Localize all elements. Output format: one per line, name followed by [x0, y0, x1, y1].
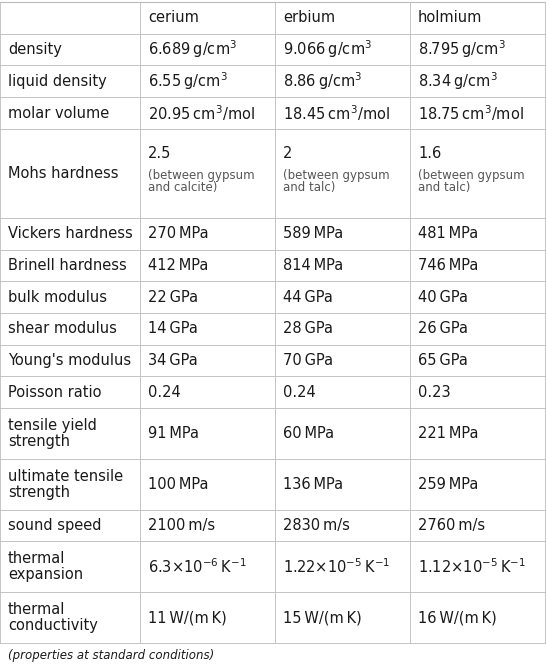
Text: 1.6: 1.6 [418, 146, 441, 161]
Text: 589 MPa: 589 MPa [283, 226, 343, 241]
Text: 11 W/(m K): 11 W/(m K) [148, 610, 227, 625]
Text: 2830 m/s: 2830 m/s [283, 518, 350, 533]
Text: Vickers hardness: Vickers hardness [8, 226, 133, 241]
Text: 28 GPa: 28 GPa [283, 321, 333, 336]
Text: 91 MPa: 91 MPa [148, 426, 199, 441]
Text: 15 W/(m K): 15 W/(m K) [283, 610, 362, 625]
Text: 746 MPa: 746 MPa [418, 258, 478, 273]
Text: 60 MPa: 60 MPa [283, 426, 334, 441]
Text: 18.75 cm$^{3}$/mol: 18.75 cm$^{3}$/mol [418, 103, 524, 123]
Text: 8.34 g/cm$^{3}$: 8.34 g/cm$^{3}$ [418, 71, 498, 92]
Text: 8.795 g/cm$^{3}$: 8.795 g/cm$^{3}$ [418, 39, 506, 61]
Text: Poisson ratio: Poisson ratio [8, 385, 102, 400]
Text: 412 MPa: 412 MPa [148, 258, 209, 273]
Text: molar volume: molar volume [8, 105, 109, 121]
Text: 16 W/(m K): 16 W/(m K) [418, 610, 497, 625]
Text: 26 GPa: 26 GPa [418, 321, 468, 336]
Text: thermal: thermal [8, 552, 66, 566]
Text: and talc): and talc) [418, 181, 470, 193]
Text: 70 GPa: 70 GPa [283, 353, 333, 368]
Text: (between gypsum: (between gypsum [418, 169, 525, 181]
Text: 18.45 cm$^{3}$/mol: 18.45 cm$^{3}$/mol [283, 103, 390, 123]
Text: 259 MPa: 259 MPa [418, 477, 478, 492]
Text: shear modulus: shear modulus [8, 321, 117, 336]
Text: 270 MPa: 270 MPa [148, 226, 209, 241]
Text: (between gypsum: (between gypsum [148, 169, 254, 181]
Text: density: density [8, 42, 62, 57]
Text: 1.12$\mathregular{\times}$10$\mathregular{^{-5}}$ K$\mathregular{^{-1}}$: 1.12$\mathregular{\times}$10$\mathregula… [418, 558, 526, 576]
Text: liquid density: liquid density [8, 74, 107, 89]
Text: 14 GPa: 14 GPa [148, 321, 198, 336]
Text: Brinell hardness: Brinell hardness [8, 258, 127, 273]
Text: erbium: erbium [283, 11, 335, 25]
Text: 221 MPa: 221 MPa [418, 426, 478, 441]
Text: 20.95 cm$^{3}$/mol: 20.95 cm$^{3}$/mol [148, 103, 255, 123]
Text: conductivity: conductivity [8, 618, 98, 633]
Text: 2.5: 2.5 [148, 146, 171, 161]
Text: 8.86 g/cm$^{3}$: 8.86 g/cm$^{3}$ [283, 71, 363, 92]
Text: expansion: expansion [8, 567, 83, 582]
Text: 34 GPa: 34 GPa [148, 353, 198, 368]
Text: 100 MPa: 100 MPa [148, 477, 209, 492]
Text: holmium: holmium [418, 11, 482, 25]
Text: 1.22$\mathregular{\times}$10$\mathregular{^{-5}}$ K$\mathregular{^{-1}}$: 1.22$\mathregular{\times}$10$\mathregula… [283, 558, 390, 576]
Text: 9.066 g/cm$^{3}$: 9.066 g/cm$^{3}$ [283, 39, 372, 61]
Text: thermal: thermal [8, 602, 66, 617]
Text: 2: 2 [283, 146, 292, 161]
Text: and talc): and talc) [283, 181, 335, 193]
Text: cerium: cerium [148, 11, 199, 25]
Text: 6.689 g/cm$^{3}$: 6.689 g/cm$^{3}$ [148, 39, 237, 61]
Text: 0.24: 0.24 [283, 385, 316, 400]
Text: 2760 m/s: 2760 m/s [418, 518, 485, 533]
Text: 0.23: 0.23 [418, 385, 450, 400]
Text: tensile yield: tensile yield [8, 418, 97, 433]
Text: 2100 m/s: 2100 m/s [148, 518, 215, 533]
Text: 40 GPa: 40 GPa [418, 289, 468, 305]
Text: 0.24: 0.24 [148, 385, 181, 400]
Text: 22 GPa: 22 GPa [148, 289, 198, 305]
Text: 6.3$\mathregular{\times}$10$\mathregular{^{-6}}$ K$\mathregular{^{-1}}$: 6.3$\mathregular{\times}$10$\mathregular… [148, 558, 247, 576]
Text: bulk modulus: bulk modulus [8, 289, 107, 305]
Text: 814 MPa: 814 MPa [283, 258, 343, 273]
Text: strength: strength [8, 434, 70, 449]
Text: 65 GPa: 65 GPa [418, 353, 468, 368]
Text: strength: strength [8, 485, 70, 500]
Text: 44 GPa: 44 GPa [283, 289, 333, 305]
Text: (between gypsum: (between gypsum [283, 169, 390, 181]
Text: and calcite): and calcite) [148, 181, 217, 193]
Text: 481 MPa: 481 MPa [418, 226, 478, 241]
Text: 6.55 g/cm$^{3}$: 6.55 g/cm$^{3}$ [148, 71, 228, 92]
Text: (properties at standard conditions): (properties at standard conditions) [8, 648, 214, 662]
Text: sound speed: sound speed [8, 518, 102, 533]
Text: Young's modulus: Young's modulus [8, 353, 131, 368]
Text: ultimate tensile: ultimate tensile [8, 469, 123, 484]
Text: Mohs hardness: Mohs hardness [8, 166, 118, 181]
Text: 136 MPa: 136 MPa [283, 477, 343, 492]
